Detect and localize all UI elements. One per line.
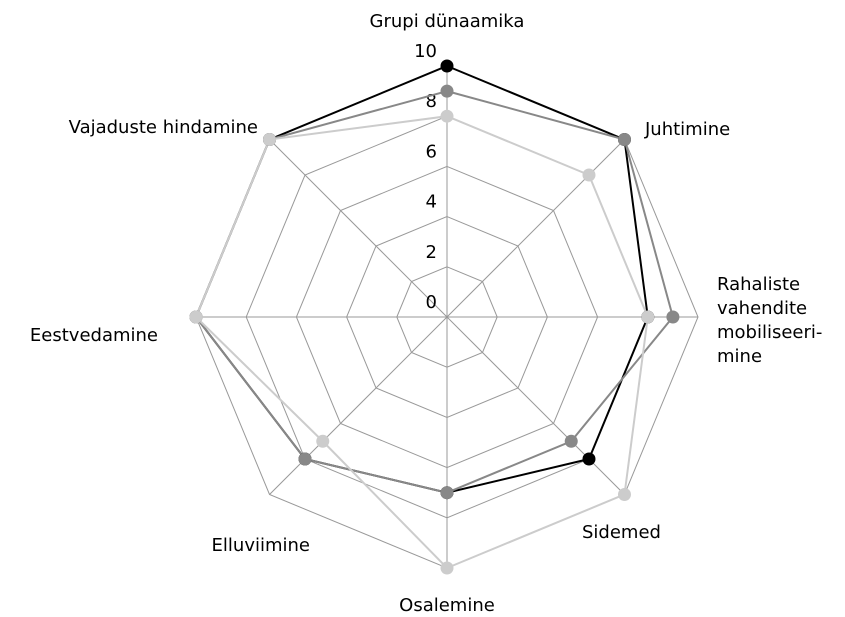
axis-label: Juhtimine (644, 119, 730, 140)
data-point (617, 133, 631, 147)
spoke (269, 316, 448, 495)
spoke (269, 139, 448, 318)
data-point (440, 59, 454, 73)
data-point (564, 434, 578, 448)
axis-label: Elluviimine (212, 535, 310, 556)
data-point (617, 487, 631, 501)
axis-label: Grupi dünaamika (370, 11, 525, 32)
y-tick-label: 10 (414, 41, 437, 62)
spoke (446, 139, 625, 318)
data-point (316, 434, 330, 448)
data-point (189, 310, 203, 324)
series-line (194, 64, 649, 494)
axis-label: Rahaliste vahendite mobiliseeri-mine (717, 274, 822, 367)
y-tick-label: 8 (426, 91, 437, 112)
data-point (298, 452, 312, 466)
y-tick-label: 6 (426, 141, 437, 162)
data-point (641, 310, 655, 324)
spoke (446, 316, 625, 495)
data-point (440, 486, 454, 500)
data-point (440, 109, 454, 123)
axis-label: Vajaduste hindamine (69, 117, 258, 138)
y-tick-label: 0 (426, 292, 437, 313)
data-point (440, 561, 454, 575)
axis-label: Eestvedamine (30, 325, 158, 346)
data-point (582, 168, 596, 182)
y-tick-label: 2 (426, 242, 437, 263)
axis-label: Sidemed (582, 522, 661, 543)
data-point (582, 452, 596, 466)
data-point (440, 84, 454, 98)
y-tick-label: 4 (426, 192, 437, 213)
data-point (263, 133, 277, 147)
data-point (666, 310, 680, 324)
axis-label: Osalemine (399, 595, 495, 616)
